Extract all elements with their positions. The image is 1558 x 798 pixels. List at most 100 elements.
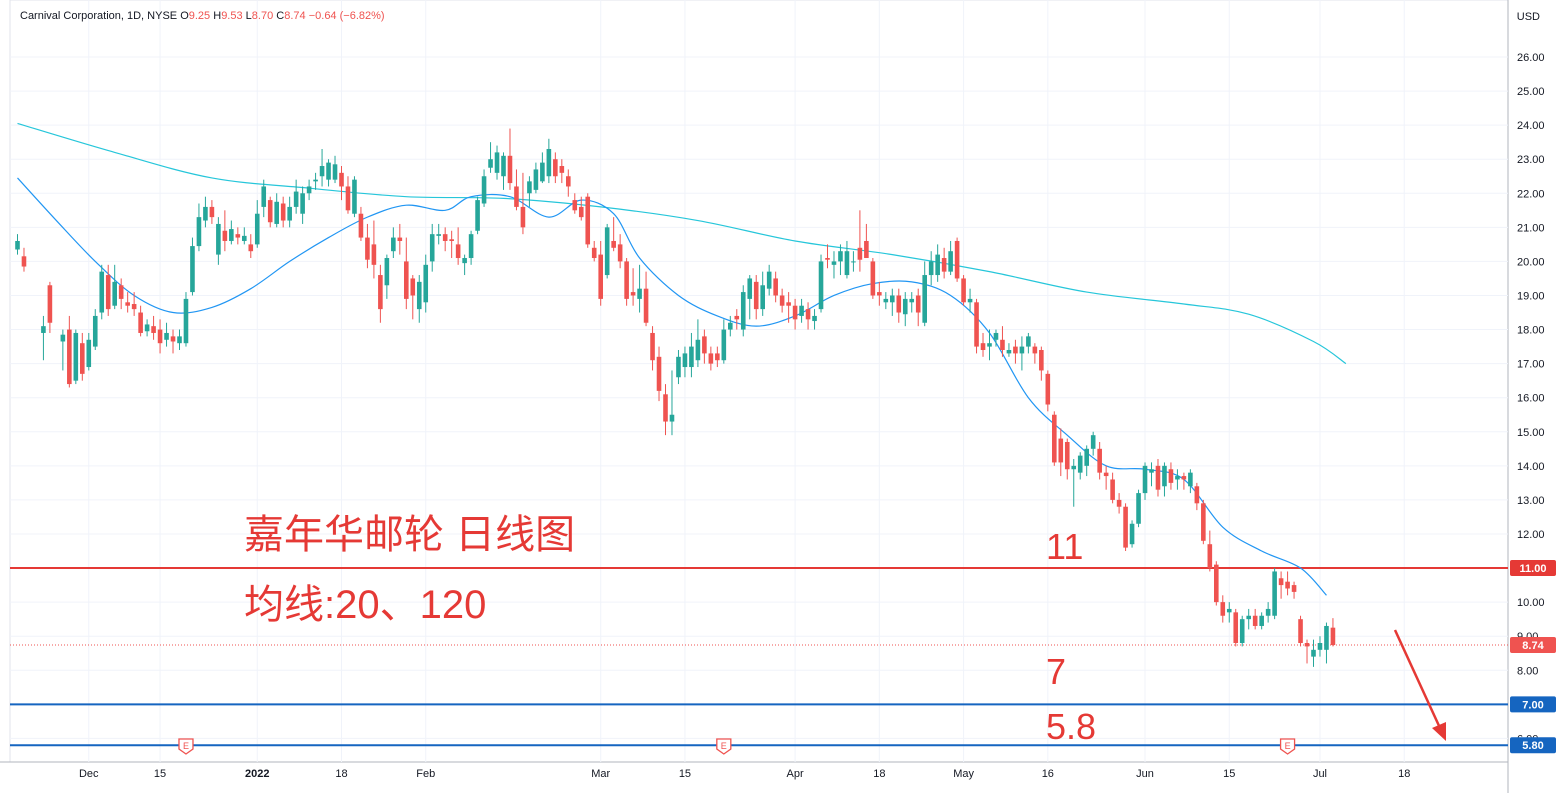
earnings-marker[interactable]: E [178,738,194,755]
candle-body [1045,373,1051,405]
candle-body [216,223,221,255]
candle-body [546,148,552,177]
candle-body [138,312,143,333]
candle [1291,581,1297,599]
currency-label[interactable]: USD [1516,11,1540,23]
candle [728,315,733,337]
candle [60,329,66,371]
ma120-line [17,122,1347,365]
candle [494,145,500,180]
candle [760,271,765,316]
time-tick-label: 15 [154,768,166,780]
price-tick-label: 19.00 [1517,290,1545,302]
candle-body [915,295,921,313]
candle [1058,428,1064,477]
candle [1278,571,1284,599]
candles [15,128,1336,667]
candle [838,244,843,276]
candle-body [209,206,215,218]
candle [313,172,318,190]
candle [410,275,416,320]
candle-body [267,200,273,223]
candle [144,319,150,337]
candle-body [1188,472,1193,487]
time-tick-label: 18 [1398,768,1410,780]
candle [812,309,817,330]
candle-body [1032,346,1038,354]
candle-body [462,258,467,264]
candle-body [1324,625,1329,650]
candle [1317,636,1323,657]
time-axis[interactable]: Dec 15 2022 18 Feb Mar 15 Apr 18 May 16 Jun 15 Jul 18 E… [79,738,1410,780]
candle [1006,343,1012,357]
grid [0,0,1509,793]
close-label: C [276,10,285,22]
candle [851,251,856,272]
candle-body [630,292,636,296]
candle-body [533,169,539,190]
candle [514,169,519,211]
candle [488,142,493,173]
candle [332,155,338,184]
price-tick-label: 17.00 [1517,359,1545,371]
candle-body [170,336,176,342]
candle-body [1168,469,1174,483]
candle-body [1291,585,1297,592]
candle [1097,441,1102,480]
candle [1052,411,1057,466]
price-axis[interactable]: 6.007.008.009.0010.0011.0012.0013.0014.0… [1510,52,1556,754]
high-label: H [213,10,222,22]
candle-body [753,281,759,310]
candle [501,152,506,190]
candle-body [501,155,506,177]
candle-body [792,305,798,320]
candle-body [1000,339,1005,351]
candle [721,319,727,364]
candle [1201,499,1206,545]
candle-body [728,322,733,330]
candle [248,234,254,259]
candle [1116,493,1122,514]
candle [73,329,79,385]
candle [1090,431,1096,456]
candle [1039,346,1044,381]
candle [1259,612,1264,630]
candle [598,240,603,306]
candle-body [1239,619,1245,644]
level-tag-label: 11.00 [1520,563,1547,575]
candle [274,193,279,228]
candle [222,210,228,252]
earnings-letter: E [721,741,727,751]
candle-body [799,305,804,316]
candle [1220,595,1226,623]
candle-body [740,292,746,330]
price-tick-label: 24.00 [1517,120,1545,132]
earnings-marker[interactable]: E [716,738,732,755]
candle-body [637,288,642,299]
earnings-marker[interactable]: E [1279,738,1296,755]
candle [935,244,940,282]
candle [371,220,377,279]
candle [261,179,267,218]
candle-body [812,315,817,322]
candle [948,240,953,276]
candle [527,176,532,207]
candle-body [429,234,435,262]
candle [773,271,778,303]
time-tick-label: 16 [1042,768,1054,780]
candle-body [935,254,940,276]
candle [468,230,474,265]
candle-body [766,271,772,289]
time-tick-label: 15 [679,768,691,780]
candle-body [384,258,390,286]
candle-body [423,264,429,303]
candle-body [371,244,377,265]
candle-body [1214,564,1219,603]
candle-body [1285,581,1290,589]
price-tick-label: 15.00 [1517,427,1545,439]
level-tag-label: 5.80 [1522,740,1543,752]
candle-body [715,353,720,361]
time-tick-label: 18 [335,768,347,780]
